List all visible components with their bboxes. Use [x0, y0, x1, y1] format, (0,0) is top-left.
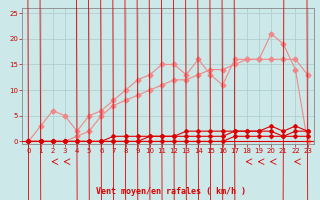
Text: Vent moyen/en rafales ( km/h ): Vent moyen/en rafales ( km/h ) [96, 187, 246, 196]
